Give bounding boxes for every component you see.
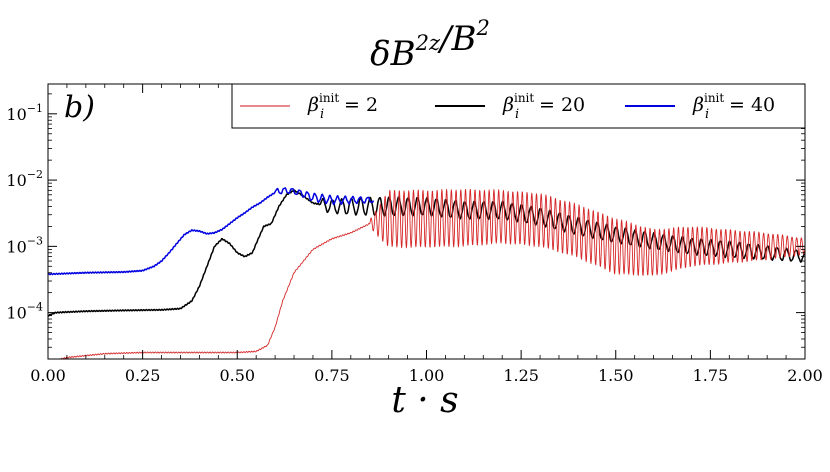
x-tick-label: 0.25	[125, 366, 161, 385]
legend-label-value: = 20	[539, 94, 585, 116]
title-base: δB	[370, 34, 415, 74]
x-tick-label: 2.00	[787, 366, 823, 385]
y-tick-label: 10−4	[6, 301, 43, 323]
title-sup2: 2	[476, 16, 490, 40]
x-tick-label: 1.25	[503, 366, 539, 385]
title-sub: z	[428, 31, 441, 55]
x-tick-label: 1.50	[598, 366, 634, 385]
legend-label: βinit i = 2	[307, 91, 378, 122]
ticks-layer: 0.00 0.25 0.50 0.75 1.00 1.25 1.50 1.75 2.0010−1…	[6, 84, 823, 385]
x-tick-label: 0.75	[314, 366, 350, 385]
series-line-0	[56, 188, 805, 359]
y-tick-exponent: −1	[27, 102, 43, 115]
y-tick-base: 10	[6, 105, 26, 124]
series-line-2	[48, 187, 375, 276]
title-sup1: 2	[415, 31, 429, 55]
y-tick-exponent: −4	[27, 301, 43, 314]
y-tick-base: 10	[6, 171, 26, 190]
x-tick-label: 0.50	[219, 366, 255, 385]
y-tick-exponent: −3	[27, 234, 43, 247]
y-tick-label: 10−3	[6, 234, 43, 256]
x-tick-label: 1.00	[409, 366, 445, 385]
legend-label-sup: init	[704, 91, 724, 105]
legend-label: βinit i = 20	[502, 91, 585, 122]
legend-label-base: β	[692, 94, 704, 116]
legend-entry: βinit i = 20	[435, 91, 585, 122]
legend-label-value: = 2	[344, 94, 378, 116]
legend-label-sub: i	[320, 107, 324, 122]
title-denom: /B	[437, 19, 476, 59]
legend-label: βinit i = 40	[692, 91, 775, 122]
y-tick-base: 10	[6, 237, 26, 256]
legend-label-value: = 40	[729, 94, 775, 116]
legend: βinit i = 2 βinit i = 20 βinit i = 40	[231, 83, 806, 129]
legend-label-base: β	[307, 94, 319, 116]
x-tick-label: 1.75	[693, 366, 729, 385]
legend-label-sup: init	[319, 91, 339, 105]
y-tick-exponent: −2	[27, 168, 43, 181]
legend-label-sub: i	[515, 107, 519, 122]
x-tick-label: 0.00	[30, 366, 66, 385]
series-layer	[48, 187, 805, 359]
legend-entry: βinit i = 40	[625, 91, 775, 122]
legend-entry: βinit i = 2	[240, 91, 378, 122]
y-tick-label: 10−2	[6, 168, 43, 190]
y-tick-base: 10	[6, 304, 26, 323]
legend-label-base: β	[502, 94, 514, 116]
x-axis-label: t · s	[391, 380, 458, 421]
panel-label: b)	[64, 90, 95, 125]
series-line-1	[48, 189, 805, 317]
legend-label-sup: init	[514, 91, 534, 105]
y-tick-label: 10−1	[6, 102, 43, 124]
legend-box	[231, 83, 806, 129]
chart-title: δB2z/B2	[370, 16, 490, 74]
legend-label-sub: i	[705, 107, 709, 122]
